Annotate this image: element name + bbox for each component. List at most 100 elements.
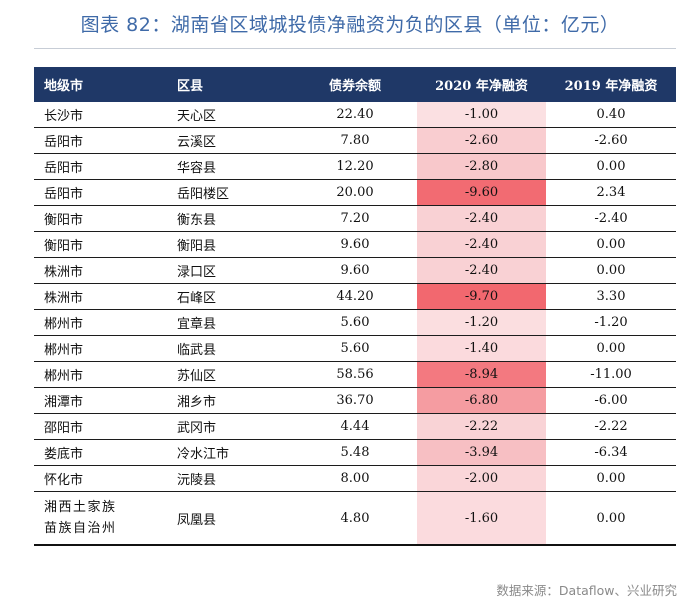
table-row: 湘西土家族苗族自治州 凤凰县 4.80 -1.60 0.00 xyxy=(34,491,676,546)
cell-county: 苏仙区 xyxy=(170,361,293,388)
cell-city: 怀化市 xyxy=(34,465,170,492)
table-row: 岳阳市 岳阳楼区 20.00 -9.60 2.34 xyxy=(34,179,676,206)
cell-net-financing-2019: -2.40 xyxy=(546,205,676,232)
cell-city: 邵阳市 xyxy=(34,413,170,440)
table-row: 邵阳市 武冈市 4.44 -2.22 -2.22 xyxy=(34,413,676,440)
cell-net-financing-2019: -2.60 xyxy=(546,127,676,154)
cell-city: 湘潭市 xyxy=(34,387,170,414)
cell-county: 石峰区 xyxy=(170,283,293,310)
cell-net-financing-2019: 3.30 xyxy=(546,283,676,310)
cell-debt-balance: 8.00 xyxy=(293,465,417,492)
cell-debt-balance: 58.56 xyxy=(293,361,417,388)
cell-net-financing-2019: 0.00 xyxy=(546,465,676,492)
cell-net-financing-2020: -9.60 xyxy=(417,179,546,206)
cell-city: 株洲市 xyxy=(34,257,170,284)
header-county: 区县 xyxy=(170,67,293,102)
cell-net-financing-2020: -9.70 xyxy=(417,283,546,310)
cell-net-financing-2019: 0.00 xyxy=(546,231,676,258)
table-row: 郴州市 临武县 5.60 -1.40 0.00 xyxy=(34,335,676,362)
cell-county: 云溪区 xyxy=(170,127,293,154)
cell-city: 岳阳市 xyxy=(34,179,170,206)
table-row: 衡阳市 衡东县 7.20 -2.40 -2.40 xyxy=(34,205,676,232)
cell-net-financing-2020: -2.00 xyxy=(417,465,546,492)
cell-net-financing-2019: 0.00 xyxy=(546,491,676,546)
table-row: 郴州市 宜章县 5.60 -1.20 -1.20 xyxy=(34,309,676,336)
cell-net-financing-2020: -8.94 xyxy=(417,361,546,388)
cell-city: 衡阳市 xyxy=(34,231,170,258)
cell-debt-balance: 7.20 xyxy=(293,205,417,232)
table-row: 娄底市 冷水江市 5.48 -3.94 -6.34 xyxy=(34,439,676,466)
cell-debt-balance: 12.20 xyxy=(293,153,417,180)
cell-county: 武冈市 xyxy=(170,413,293,440)
cell-net-financing-2019: -2.22 xyxy=(546,413,676,440)
cell-net-financing-2020: -1.40 xyxy=(417,335,546,362)
table-row: 湘潭市 湘乡市 36.70 -6.80 -6.00 xyxy=(34,387,676,414)
cell-county: 衡东县 xyxy=(170,205,293,232)
cell-debt-balance: 36.70 xyxy=(293,387,417,414)
cell-city-text: 湘西土家族苗族自治州 xyxy=(44,500,117,536)
cell-county: 沅陵县 xyxy=(170,465,293,492)
table-row: 郴州市 苏仙区 58.56 -8.94 -11.00 xyxy=(34,361,676,388)
table-row: 岳阳市 华容县 12.20 -2.80 0.00 xyxy=(34,153,676,180)
cell-net-financing-2020: -1.00 xyxy=(417,102,546,128)
table-row: 衡阳市 衡阳县 9.60 -2.40 0.00 xyxy=(34,231,676,258)
header-net-financing-2019: 2019 年净融资 xyxy=(546,67,676,102)
cell-city: 湘西土家族苗族自治州 xyxy=(34,491,170,546)
cell-net-financing-2019: 0.00 xyxy=(546,257,676,284)
figure-title: 图表 82：湖南省区域城投债净融资为负的区县（单位：亿元） xyxy=(80,14,620,36)
table-row: 株洲市 石峰区 44.20 -9.70 3.30 xyxy=(34,283,676,310)
cell-city: 岳阳市 xyxy=(34,127,170,154)
cell-debt-balance: 5.60 xyxy=(293,309,417,336)
source-note: 数据来源：Dataflow、兴业研究 xyxy=(496,583,677,598)
cell-debt-balance: 9.60 xyxy=(293,231,417,258)
cell-net-financing-2020: -3.94 xyxy=(417,439,546,466)
cell-city: 长沙市 xyxy=(34,102,170,128)
cell-county: 天心区 xyxy=(170,102,293,128)
table-row: 长沙市 天心区 22.40 -1.00 0.40 xyxy=(34,102,676,128)
table-body: 长沙市 天心区 22.40 -1.00 0.40 岳阳市 云溪区 7.80 -2.60 -2.60… xyxy=(34,102,676,546)
cell-debt-balance: 4.80 xyxy=(293,491,417,546)
cell-net-financing-2019: -6.34 xyxy=(546,439,676,466)
cell-net-financing-2019: -6.00 xyxy=(546,387,676,414)
header-net-financing-2020: 2020 年净融资 xyxy=(417,67,546,102)
cell-debt-balance: 7.80 xyxy=(293,127,417,154)
cell-net-financing-2019: -11.00 xyxy=(546,361,676,388)
title-divider xyxy=(34,48,676,49)
cell-city: 衡阳市 xyxy=(34,205,170,232)
cell-net-financing-2020: -2.22 xyxy=(417,413,546,440)
table-header-row: 地级市 区县 债券余额 2020 年净融资 2019 年净融资 xyxy=(34,67,676,102)
cell-city: 株洲市 xyxy=(34,283,170,310)
table-row: 岳阳市 云溪区 7.80 -2.60 -2.60 xyxy=(34,127,676,154)
cell-county: 冷水江市 xyxy=(170,439,293,466)
cell-county: 岳阳楼区 xyxy=(170,179,293,206)
cell-debt-balance: 44.20 xyxy=(293,283,417,310)
cell-net-financing-2019: 2.34 xyxy=(546,179,676,206)
cell-net-financing-2020: -2.80 xyxy=(417,153,546,180)
cell-county: 华容县 xyxy=(170,153,293,180)
cell-county: 宜章县 xyxy=(170,309,293,336)
cell-county: 衡阳县 xyxy=(170,231,293,258)
cell-debt-balance: 9.60 xyxy=(293,257,417,284)
cell-debt-balance: 20.00 xyxy=(293,179,417,206)
cell-net-financing-2020: -1.60 xyxy=(417,491,546,546)
cell-net-financing-2019: -1.20 xyxy=(546,309,676,336)
header-city: 地级市 xyxy=(34,67,170,102)
cell-net-financing-2019: 0.00 xyxy=(546,153,676,180)
cell-debt-balance: 5.60 xyxy=(293,335,417,362)
cell-county: 湘乡市 xyxy=(170,387,293,414)
cell-city: 郴州市 xyxy=(34,309,170,336)
cell-city: 岳阳市 xyxy=(34,153,170,180)
cell-county: 渌口区 xyxy=(170,257,293,284)
cell-net-financing-2020: -1.20 xyxy=(417,309,546,336)
cell-net-financing-2020: -2.40 xyxy=(417,205,546,232)
cell-city: 娄底市 xyxy=(34,439,170,466)
table-row: 株洲市 渌口区 9.60 -2.40 0.00 xyxy=(34,257,676,284)
cell-net-financing-2020: -2.40 xyxy=(417,257,546,284)
cell-net-financing-2019: 0.00 xyxy=(546,335,676,362)
cell-debt-balance: 5.48 xyxy=(293,439,417,466)
cell-county: 临武县 xyxy=(170,335,293,362)
cell-debt-balance: 22.40 xyxy=(293,102,417,128)
cell-net-financing-2020: -2.60 xyxy=(417,127,546,154)
table-row: 怀化市 沅陵县 8.00 -2.00 0.00 xyxy=(34,465,676,492)
cell-county: 凤凰县 xyxy=(170,491,293,546)
